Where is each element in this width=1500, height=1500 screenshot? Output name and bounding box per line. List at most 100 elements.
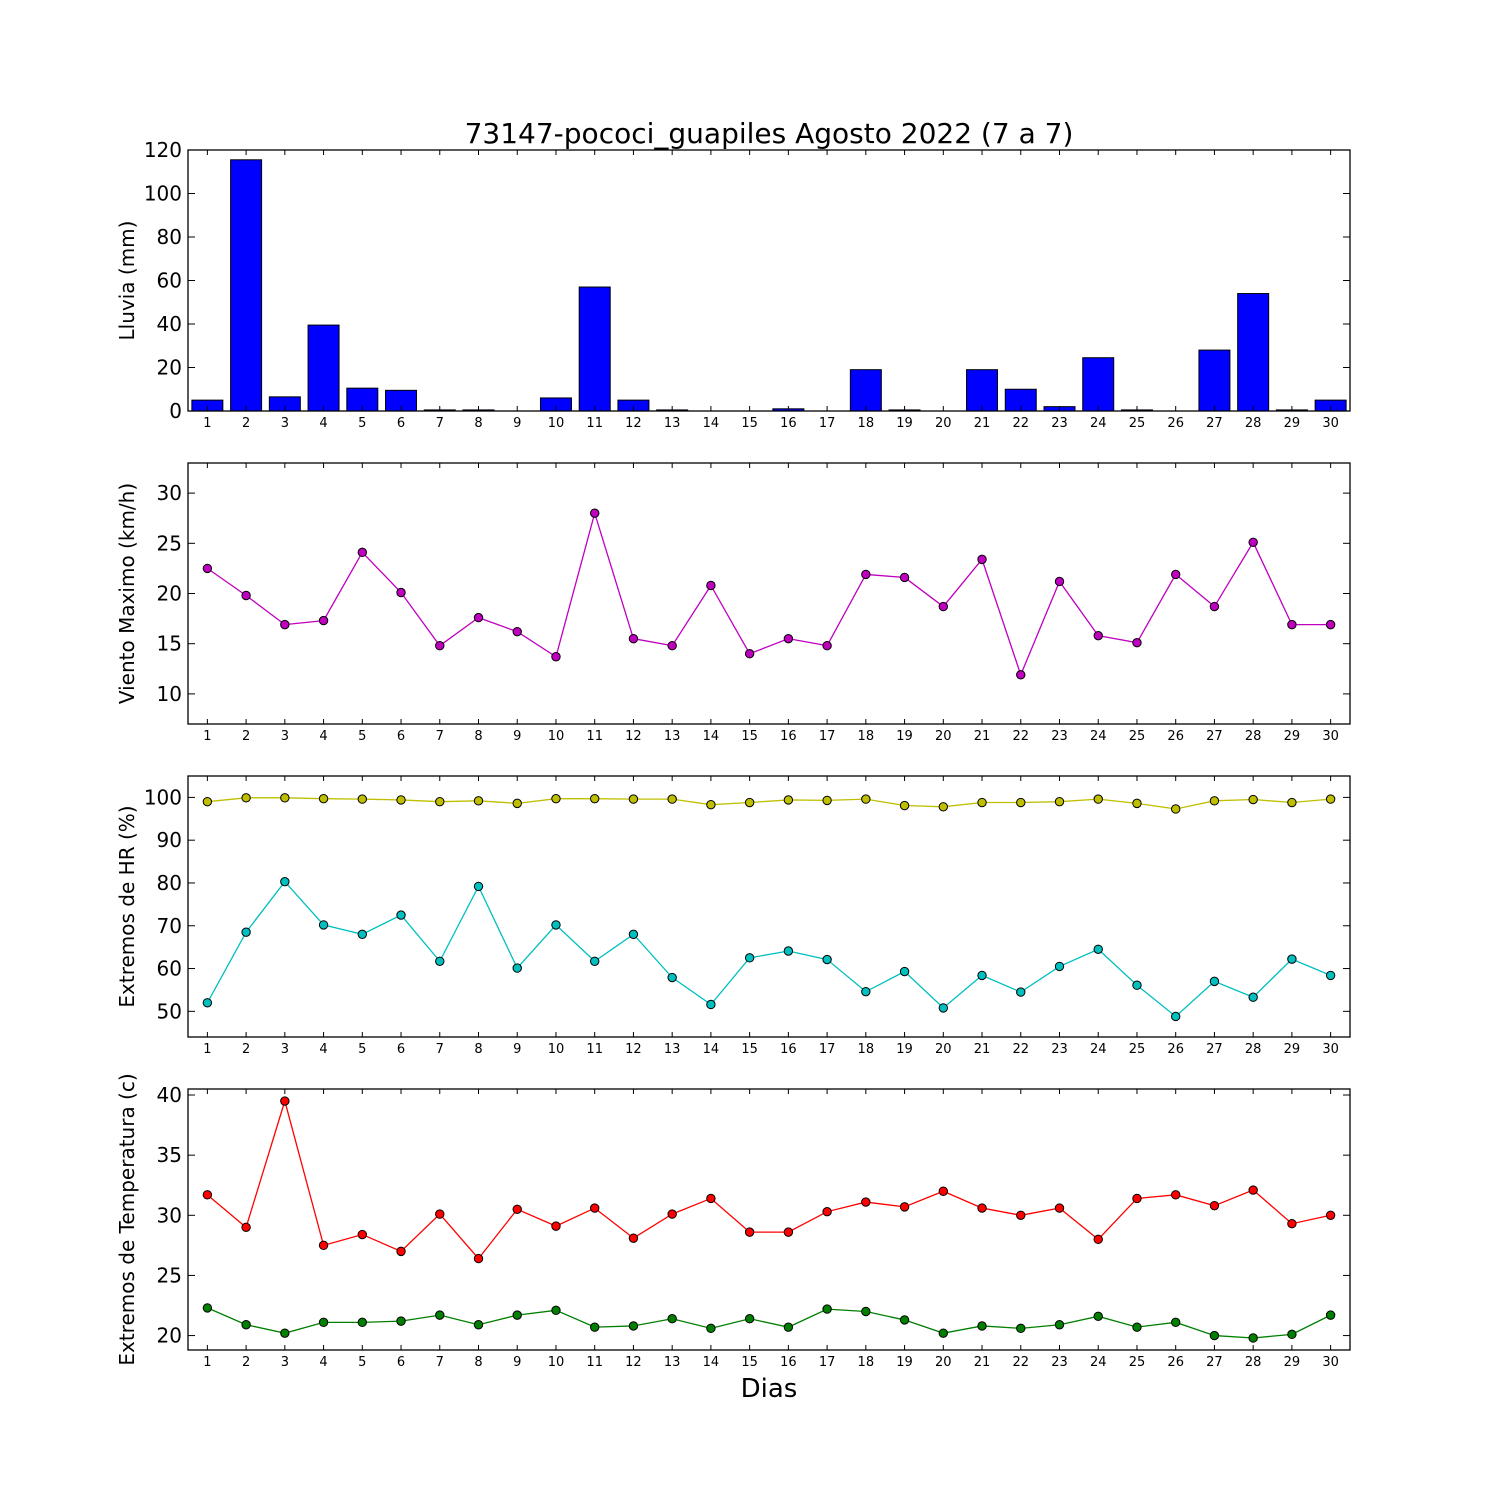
- x-tick-label: 3: [281, 1355, 289, 1370]
- point-s2-day-8: [473, 1320, 484, 1330]
- y-axis-label: Viento Maximo (km/h): [115, 483, 139, 704]
- point-s2-day-6: [396, 910, 406, 920]
- point-s2-day-6: [396, 1316, 406, 1326]
- point-s1-day-13: [667, 641, 677, 651]
- point-s1-day-28: [1248, 537, 1258, 547]
- x-tick-label: 17: [819, 1355, 836, 1370]
- point-s1-day-10: [551, 652, 561, 662]
- x-tick-label: 27: [1206, 1355, 1223, 1370]
- x-tick-label: 2: [242, 729, 250, 744]
- x-tick-label: 21: [974, 416, 991, 431]
- point-s1-day-22: [1016, 797, 1026, 808]
- point-s2-day-5: [357, 929, 367, 940]
- point-s1-day-26: [1171, 804, 1181, 814]
- y-tick-label: 20: [157, 582, 182, 606]
- point-s1-day-22: [1016, 670, 1026, 680]
- y-tick-label: 50: [157, 999, 182, 1023]
- point-s1-day-6: [396, 587, 406, 598]
- x-tick-label: 20: [935, 1042, 952, 1057]
- point-s2-day-11: [590, 1322, 600, 1332]
- x-tick-label: 14: [703, 1042, 720, 1057]
- x-tick-label: 9: [513, 1042, 521, 1057]
- point-s1-day-29: [1287, 1219, 1297, 1229]
- x-tick-label: 18: [858, 416, 875, 431]
- x-tick-label: 4: [319, 1355, 327, 1370]
- x-tick-label: 17: [819, 729, 836, 744]
- point-s2-day-13: [667, 972, 677, 983]
- point-s1-day-14: [706, 1193, 716, 1204]
- x-tick-label: 28: [1245, 416, 1262, 431]
- x-tick-label: 14: [703, 1355, 720, 1370]
- point-s1-day-7: [435, 641, 445, 651]
- point-s2-day-30: [1325, 1310, 1336, 1320]
- y-tick-label: 60: [157, 269, 182, 293]
- x-tick-label: 6: [397, 729, 405, 744]
- x-tick-label: 9: [513, 1355, 521, 1370]
- point-s2-day-14: [706, 999, 716, 1010]
- point-s1-day-26: [1171, 1190, 1181, 1200]
- x-tick-label: 20: [935, 729, 952, 744]
- y-tick-label: 80: [157, 871, 182, 895]
- point-s1-day-18: [861, 794, 871, 804]
- x-tick-label: 7: [436, 416, 444, 431]
- point-s2-day-22: [1016, 987, 1026, 997]
- bar-day-18: [849, 369, 882, 412]
- point-s2-day-27: [1209, 1330, 1220, 1341]
- point-s1-day-8: [473, 796, 484, 806]
- point-s1-day-30: [1325, 1210, 1336, 1220]
- series-line-2: [206, 880, 1331, 1018]
- x-tick-label: 25: [1129, 729, 1146, 744]
- x-tick-label: 5: [358, 1355, 366, 1370]
- x-tick-label: 30: [1322, 729, 1339, 744]
- point-s1-day-20: [938, 802, 948, 812]
- point-s2-day-7: [435, 956, 445, 966]
- x-tick-label: 20: [935, 1355, 952, 1370]
- x-tick-label: 4: [319, 1042, 327, 1057]
- y-axis-label: Lluvia (mm): [115, 221, 139, 341]
- point-s2-day-15: [744, 953, 755, 963]
- x-tick-label: 18: [858, 729, 875, 744]
- point-s1-day-19: [899, 572, 910, 583]
- x-tick-label: 14: [703, 729, 720, 744]
- point-s2-day-10: [551, 920, 561, 930]
- point-s1-day-14: [706, 799, 716, 810]
- point-s2-day-8: [473, 881, 484, 892]
- x-tick-label: 5: [358, 729, 366, 744]
- x-tick-label: 7: [436, 1355, 444, 1370]
- x-tick-label: 16: [780, 416, 797, 431]
- x-tick-label: 11: [586, 1042, 603, 1057]
- y-tick-label: 40: [157, 1083, 182, 1107]
- point-s1-day-18: [861, 569, 871, 580]
- point-s1-day-29: [1287, 619, 1297, 630]
- x-tick-label: 16: [780, 729, 797, 744]
- point-s1-day-21: [977, 797, 987, 808]
- x-tick-label: 13: [664, 1355, 681, 1370]
- x-tick-label: 9: [513, 729, 521, 744]
- x-tick-label: 1: [203, 1355, 211, 1370]
- x-tick-label: 19: [896, 416, 913, 431]
- point-s2-day-19: [899, 1315, 910, 1325]
- plot-frame: [187, 1088, 1351, 1351]
- x-tick-label: 6: [397, 416, 405, 431]
- point-s1-day-28: [1248, 794, 1258, 805]
- y-tick-label: 90: [157, 828, 182, 852]
- x-tick-label: 6: [397, 1355, 405, 1370]
- point-s1-day-7: [435, 1209, 445, 1219]
- x-tick-label: 4: [319, 729, 327, 744]
- point-s1-day-27: [1209, 601, 1220, 612]
- x-tick-label: 7: [436, 1042, 444, 1057]
- point-s2-day-28: [1248, 992, 1258, 1002]
- series-line-1: [206, 1098, 1331, 1260]
- point-s1-day-12: [628, 794, 639, 804]
- x-tick-label: 12: [625, 1355, 642, 1370]
- x-tick-label: 21: [974, 1355, 991, 1370]
- point-s2-day-17: [822, 1304, 832, 1314]
- point-s1-day-22: [1016, 1210, 1026, 1220]
- point-s2-day-2: [241, 1320, 251, 1330]
- series-line-2: [207, 1307, 1331, 1339]
- x-tick-label: 26: [1167, 1355, 1184, 1370]
- point-s1-day-13: [667, 1209, 677, 1219]
- x-tick-label: 29: [1284, 416, 1301, 431]
